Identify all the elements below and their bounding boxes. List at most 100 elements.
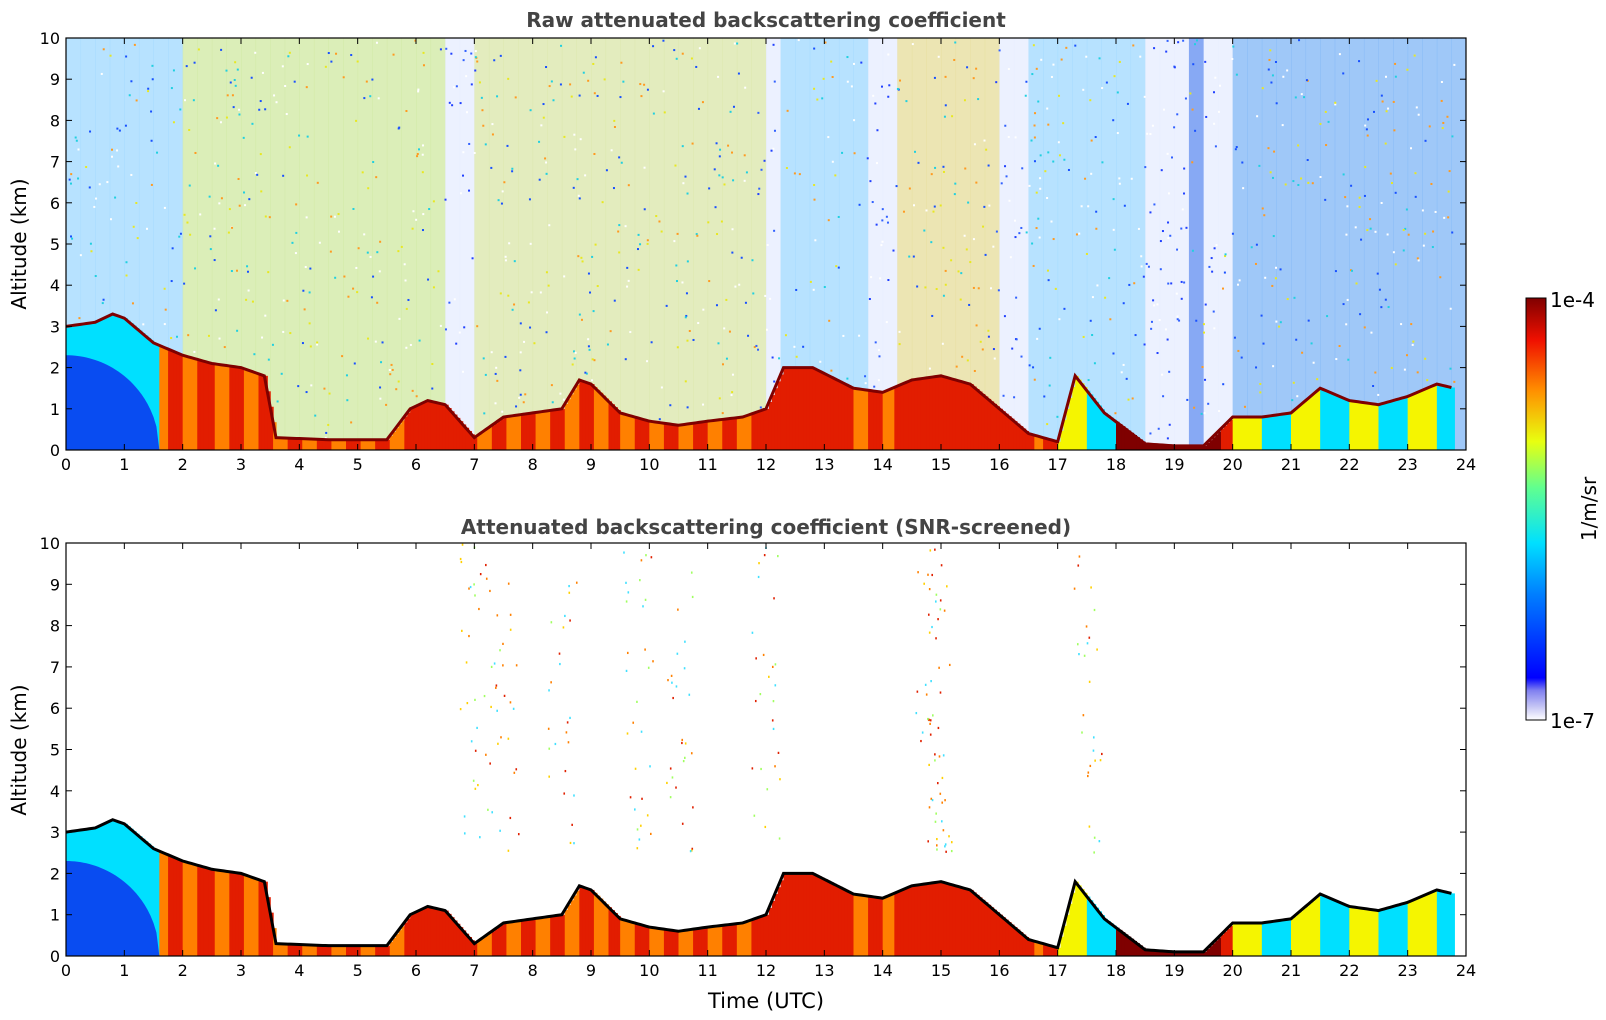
- noise-speckle: [1165, 50, 1168, 53]
- noise-speckle: [514, 96, 517, 99]
- boundary-layer-column: [783, 367, 788, 450]
- noise-column: [518, 38, 534, 450]
- noise-speckle: [1260, 314, 1263, 317]
- boundary-layer-column: [258, 373, 263, 450]
- noise-speckle: [310, 384, 313, 387]
- noise-speckle: [719, 148, 722, 151]
- boundary-layer-column: [486, 429, 490, 450]
- noise-speckle: [482, 357, 485, 360]
- noise-speckle: [1052, 63, 1055, 66]
- noise-speckle: [254, 51, 257, 54]
- boundary-layer-column: [806, 367, 811, 450]
- noise-speckle: [370, 296, 373, 299]
- boundary-layer-column: [690, 423, 694, 450]
- boundary-layer-column: [547, 410, 551, 450]
- noise-speckle: [606, 343, 609, 346]
- noise-speckle: [199, 213, 202, 216]
- noise-speckle: [1451, 135, 1454, 138]
- noise-speckle: [448, 301, 451, 304]
- noise-speckle: [1052, 238, 1055, 241]
- noise-speckle: [898, 343, 901, 346]
- y-tick-label: 5: [50, 741, 60, 760]
- boundary-layer-column: [331, 945, 335, 956]
- screened-speckle: [497, 742, 499, 745]
- screened-speckle: [550, 681, 552, 684]
- boundary-layer-column: [270, 912, 274, 956]
- noise-speckle: [500, 202, 503, 205]
- boundary-layer-column: [1363, 908, 1368, 956]
- screened-speckle: [625, 669, 628, 672]
- noise-speckle: [250, 76, 253, 79]
- boundary-layer-column: [188, 862, 193, 956]
- noise-speckle: [1342, 173, 1345, 176]
- boundary-layer-column: [1431, 386, 1435, 450]
- screened-speckle: [1088, 680, 1091, 683]
- screened-speckle: [1099, 759, 1102, 762]
- noise-column: [1072, 38, 1088, 450]
- noise-speckle: [186, 221, 189, 224]
- boundary-layer-column: [561, 408, 566, 450]
- boundary-layer-column: [561, 914, 566, 956]
- boundary-layer-column: [1241, 417, 1245, 450]
- boundary-layer-column: [666, 423, 671, 450]
- boundary-layer-column: [768, 401, 773, 450]
- boundary-layer-column: [582, 380, 586, 450]
- boundary-layer-column: [1153, 950, 1158, 956]
- boundary-layer-column: [964, 888, 968, 956]
- screened-speckle: [515, 664, 518, 667]
- boundary-layer-column: [696, 422, 700, 450]
- boundary-layer-column: [1340, 902, 1345, 956]
- boundary-layer-column: [474, 943, 478, 956]
- noise-column: [168, 38, 184, 450]
- boundary-layer-column: [1127, 936, 1132, 956]
- boundary-layer-column: [1194, 445, 1199, 450]
- boundary-layer-column: [235, 366, 239, 450]
- noise-speckle: [1180, 280, 1183, 283]
- boundary-layer-column: [815, 369, 820, 450]
- screened-speckle: [942, 829, 945, 832]
- noise-speckle: [264, 215, 267, 218]
- noise-speckle: [727, 144, 730, 147]
- noise-speckle: [1021, 167, 1024, 170]
- noise-speckle: [1250, 246, 1253, 249]
- boundary-layer-column: [284, 943, 289, 956]
- noise-speckle: [1182, 39, 1185, 42]
- noise-speckle: [1405, 208, 1408, 211]
- screened-speckle: [950, 841, 953, 844]
- x-tick-label: 18: [1106, 455, 1126, 474]
- noise-column: [1349, 38, 1365, 450]
- noise-speckle: [1443, 216, 1446, 219]
- noise-column: [357, 38, 373, 450]
- noise-speckle: [484, 143, 487, 146]
- noise-speckle: [581, 260, 584, 263]
- boundary-layer-column: [153, 848, 158, 956]
- boundary-layer-column: [623, 919, 627, 956]
- boundary-layer-column: [319, 439, 324, 450]
- noise-speckle: [405, 110, 408, 113]
- noise-speckle: [1349, 269, 1352, 272]
- noise-speckle: [898, 330, 901, 333]
- noise-speckle: [380, 361, 383, 364]
- boundary-layer-column: [136, 328, 140, 450]
- noise-speckle: [229, 81, 232, 84]
- boundary-layer-column: [1396, 905, 1400, 956]
- boundary-layer-column: [413, 407, 417, 450]
- screened-speckle: [1078, 555, 1081, 558]
- noise-speckle: [1050, 220, 1053, 223]
- boundary-layer-column: [946, 883, 951, 956]
- screened-speckle: [627, 591, 630, 594]
- noise-speckle: [1275, 266, 1278, 269]
- noise-speckle: [874, 102, 877, 105]
- boundary-layer-column: [1425, 894, 1429, 956]
- boundary-layer-column: [1279, 920, 1283, 956]
- noise-speckle: [613, 299, 616, 302]
- noise-speckle: [232, 106, 235, 109]
- boundary-layer-column: [964, 382, 968, 450]
- noise-column: [1188, 38, 1204, 450]
- noise-speckle: [872, 94, 875, 97]
- boundary-layer-column: [366, 439, 370, 450]
- noise-speckle: [130, 80, 133, 83]
- noise-speckle: [193, 61, 196, 64]
- boundary-layer-column: [1218, 937, 1222, 956]
- boundary-layer-column: [623, 413, 627, 450]
